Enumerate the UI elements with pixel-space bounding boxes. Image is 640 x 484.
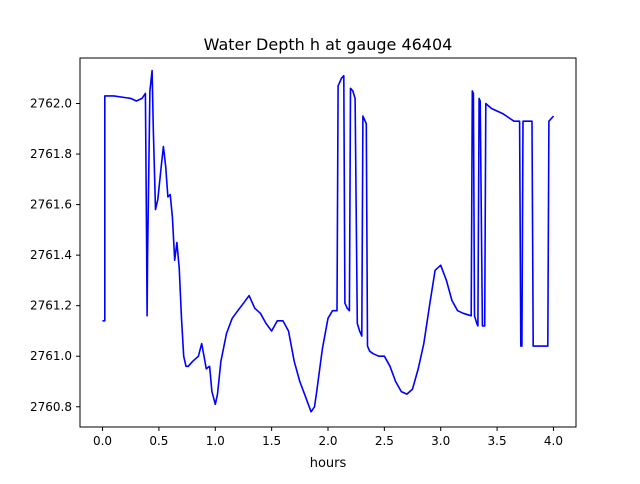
y-tick-label: 2761.2 bbox=[30, 299, 72, 313]
x-tick-label: 3.0 bbox=[431, 434, 450, 448]
x-tick-label: 0.0 bbox=[93, 434, 112, 448]
x-tick-label: 4.0 bbox=[544, 434, 563, 448]
x-tick-label: 2.0 bbox=[318, 434, 337, 448]
y-tick-label: 2760.8 bbox=[30, 400, 72, 414]
x-tick-label: 1.0 bbox=[206, 434, 225, 448]
y-tick-label: 2761.8 bbox=[30, 147, 72, 161]
y-tick-label: 2761.6 bbox=[30, 198, 72, 212]
x-tick-label: 3.5 bbox=[488, 434, 507, 448]
x-tick-label: 0.5 bbox=[149, 434, 168, 448]
x-tick-label: 1.5 bbox=[262, 434, 281, 448]
chart-title: Water Depth h at gauge 46404 bbox=[204, 35, 453, 54]
plot-area: 0.0 0.5 1.0 1.5 2.0 2.5 3.0 3.5 4.0 2760.8 2761.0 2… bbox=[30, 57, 577, 448]
y-tick-label: 2761.4 bbox=[30, 248, 72, 262]
x-tick-label: 2.5 bbox=[375, 434, 394, 448]
x-axis-label: hours bbox=[310, 456, 347, 471]
y-tick-label: 2761.0 bbox=[30, 349, 72, 363]
y-tick-label: 2762.0 bbox=[30, 96, 72, 110]
series-line-0 bbox=[102, 69, 555, 413]
